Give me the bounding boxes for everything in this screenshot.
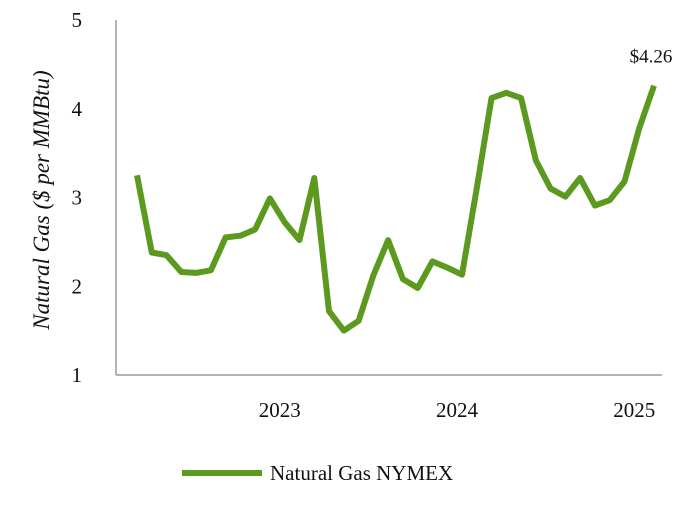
data-point (297, 238, 302, 243)
data-point (474, 186, 479, 191)
data-point (238, 233, 243, 238)
data-point (460, 272, 465, 277)
data-point (563, 194, 568, 199)
y-tick-label: 3 (72, 186, 83, 210)
data-point (578, 176, 583, 181)
data-point (282, 220, 287, 225)
data-point (149, 250, 154, 255)
data-point (489, 96, 494, 101)
x-tick-label: 2025 (613, 398, 655, 422)
data-point (445, 265, 450, 270)
x-tick-label: 2024 (436, 398, 479, 422)
data-point (164, 253, 169, 258)
data-point (415, 286, 420, 291)
last-value-annotation: $4.26 (630, 47, 673, 68)
y-tick-label: 2 (72, 274, 83, 298)
data-point (386, 238, 391, 243)
legend-label: Natural Gas NYMEX (270, 461, 453, 485)
data-point (327, 309, 332, 314)
y-tick-label: 5 (72, 8, 83, 32)
data-point (607, 198, 612, 203)
data-point (504, 90, 509, 95)
data-point (253, 227, 258, 232)
x-axis-ticks: 2023 2024 2025 (259, 398, 656, 422)
series-line-natural-gas-nymex (134, 84, 657, 334)
y-axis-label: Natural Gas ($ per MMBtu) (29, 70, 54, 330)
x-tick-label: 2023 (259, 398, 301, 422)
data-point (135, 173, 140, 178)
data-point (223, 235, 228, 240)
data-point (400, 277, 405, 282)
data-point (194, 270, 199, 275)
data-point (267, 196, 272, 201)
data-point (592, 203, 597, 208)
data-point (652, 83, 657, 88)
data-point (519, 96, 524, 101)
data-points (135, 83, 657, 333)
y-tick-label: 4 (72, 97, 83, 121)
data-point (430, 259, 435, 264)
data-point (637, 126, 642, 131)
data-point (208, 268, 213, 273)
data-point (622, 179, 627, 184)
legend: Natural Gas NYMEX (182, 461, 453, 485)
data-point (341, 328, 346, 333)
y-axis-ticks: 1 2 3 4 5 (72, 8, 83, 387)
data-point (533, 158, 538, 163)
data-point (371, 273, 376, 278)
y-tick-label: 1 (72, 363, 83, 387)
data-point (179, 270, 184, 275)
data-point (548, 186, 553, 191)
data-point (312, 176, 317, 181)
data-point (356, 318, 361, 323)
